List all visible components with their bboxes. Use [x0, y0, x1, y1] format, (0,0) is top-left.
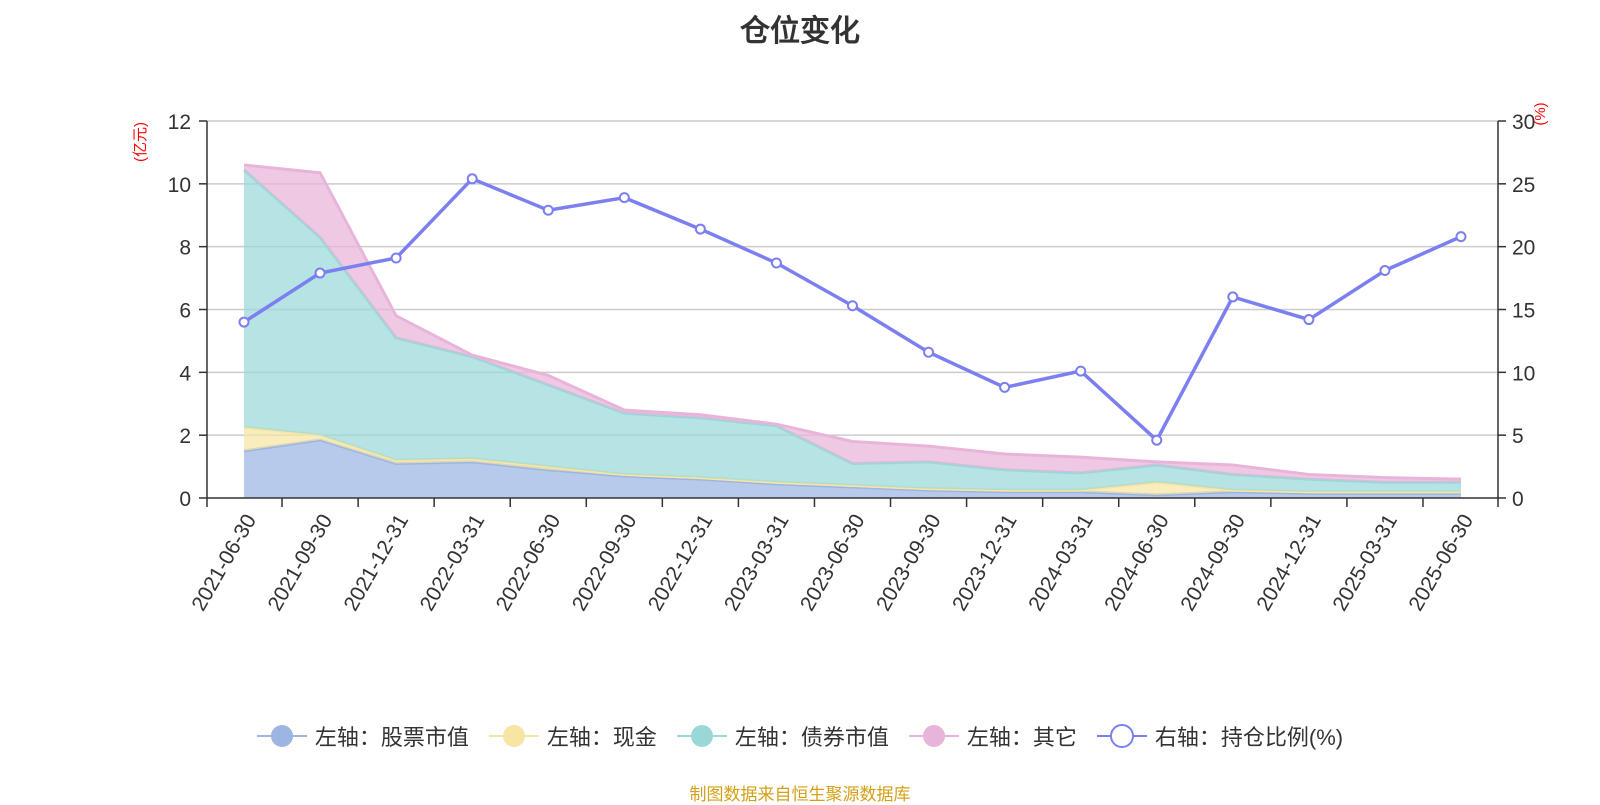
- ratio-point: [314, 267, 326, 279]
- x-axis-tick-label: 2021-06-30: [187, 510, 261, 615]
- left-axis-tick-label: 12: [168, 111, 191, 134]
- source-note: 制图数据来自恒生聚源数据库: [689, 785, 911, 804]
- legend-marker-icon: [256, 725, 307, 747]
- area-左轴：债券市值: [244, 169, 1461, 492]
- legend: 左轴：股票市值 左轴：现金 左轴：债券市值 左轴：其它 右轴：持仓比例(%): [0, 720, 1600, 752]
- ratio-point: [238, 316, 250, 328]
- x-axis-tick-label: 2024-06-30: [1100, 510, 1174, 615]
- x-axis-tick-label: 2023-09-30: [872, 510, 946, 615]
- x-axis-tick-label: 2021-12-31: [340, 510, 414, 615]
- x-axis-tick-label: 2023-06-30: [796, 510, 870, 615]
- right-axis-tick-label: 30: [1512, 111, 1535, 134]
- legend-marker-icon: [908, 725, 959, 747]
- legend-label: 左轴：其它: [966, 725, 1077, 750]
- legend-marker-icon: [676, 725, 727, 747]
- ratio-point: [1227, 291, 1239, 303]
- legend-marker-icon: [1096, 724, 1147, 748]
- ratio-point: [390, 252, 402, 264]
- legend-label: 左轴：债券市值: [734, 725, 889, 750]
- area-左轴：股票市值: [244, 439, 1461, 498]
- left-axis-unit-label: (亿元): [132, 122, 149, 162]
- ratio-point: [694, 223, 706, 235]
- ratio-point: [1075, 365, 1087, 377]
- right-axis-tick-label: 0: [1512, 488, 1524, 511]
- x-axis-tick-label: 2025-03-31: [1328, 510, 1402, 615]
- legend-item[interactable]: 左轴：债券市值: [676, 720, 889, 752]
- left-axis-tick-label: 2: [179, 425, 191, 448]
- ratio-point: [466, 173, 478, 185]
- x-axis-tick-label: 2022-09-30: [568, 510, 642, 615]
- left-axis-tick-label: 8: [179, 237, 191, 260]
- ratio-point: [1379, 265, 1391, 277]
- legend-label: 右轴：持仓比例(%): [1154, 725, 1344, 750]
- ratio-line-series: [238, 173, 1467, 446]
- right-axis-tick-label: 25: [1512, 174, 1535, 197]
- ratio-point: [923, 346, 935, 358]
- legend-item[interactable]: 左轴：现金: [488, 720, 657, 752]
- x-axis-tick-label: 2022-03-31: [416, 510, 490, 615]
- area-series: [243, 163, 1462, 498]
- x-axis-tick-label: 2022-06-30: [492, 510, 566, 615]
- left-axis-tick-label: 6: [179, 300, 191, 323]
- x-axis-tick-label: 2025-06-30: [1404, 510, 1478, 615]
- right-axis-tick-label: 20: [1512, 237, 1535, 260]
- legend-item[interactable]: 左轴：股票市值: [256, 720, 469, 752]
- chart-title: 仓位变化: [740, 15, 860, 48]
- left-axis-tick-label: 10: [168, 174, 191, 197]
- ratio-point: [770, 257, 782, 269]
- left-axis-tick-label: 0: [179, 488, 191, 511]
- right-axis-unit-label: (%): [1532, 102, 1549, 125]
- x-axis-tick-label: 2021-09-30: [263, 510, 337, 615]
- ratio-point: [1303, 314, 1315, 326]
- x-axis-tick-label: 2023-03-31: [720, 510, 794, 615]
- left-axis-tick-label: 4: [179, 362, 191, 385]
- ratio-point: [999, 381, 1011, 393]
- ratio-point: [542, 204, 554, 216]
- right-axis-tick-label: 5: [1512, 425, 1524, 448]
- area-edge-左轴：其它: [243, 163, 1462, 481]
- x-axis-tick-label: 2022-12-31: [644, 510, 718, 615]
- x-axis-tick-label: 2024-03-31: [1024, 510, 1098, 615]
- legend-item[interactable]: 左轴：其它: [908, 720, 1077, 752]
- ratio-point: [618, 192, 630, 204]
- legend-label: 左轴：股票市值: [314, 725, 469, 750]
- legend-item[interactable]: 右轴：持仓比例(%): [1096, 720, 1344, 752]
- ratio-point: [847, 300, 858, 312]
- right-axis-tick-label: 15: [1512, 300, 1535, 323]
- x-axis-tick-label: 2023-12-31: [948, 510, 1022, 615]
- legend-marker-icon: [488, 725, 539, 747]
- x-axis-tick-label: 2024-09-30: [1176, 510, 1250, 615]
- ratio-point: [1455, 231, 1467, 243]
- x-axis-tick-label: 2024-12-31: [1252, 510, 1326, 615]
- right-axis-tick-label: 10: [1512, 362, 1535, 385]
- ratio-point: [1151, 434, 1163, 446]
- legend-label: 左轴：现金: [546, 725, 657, 750]
